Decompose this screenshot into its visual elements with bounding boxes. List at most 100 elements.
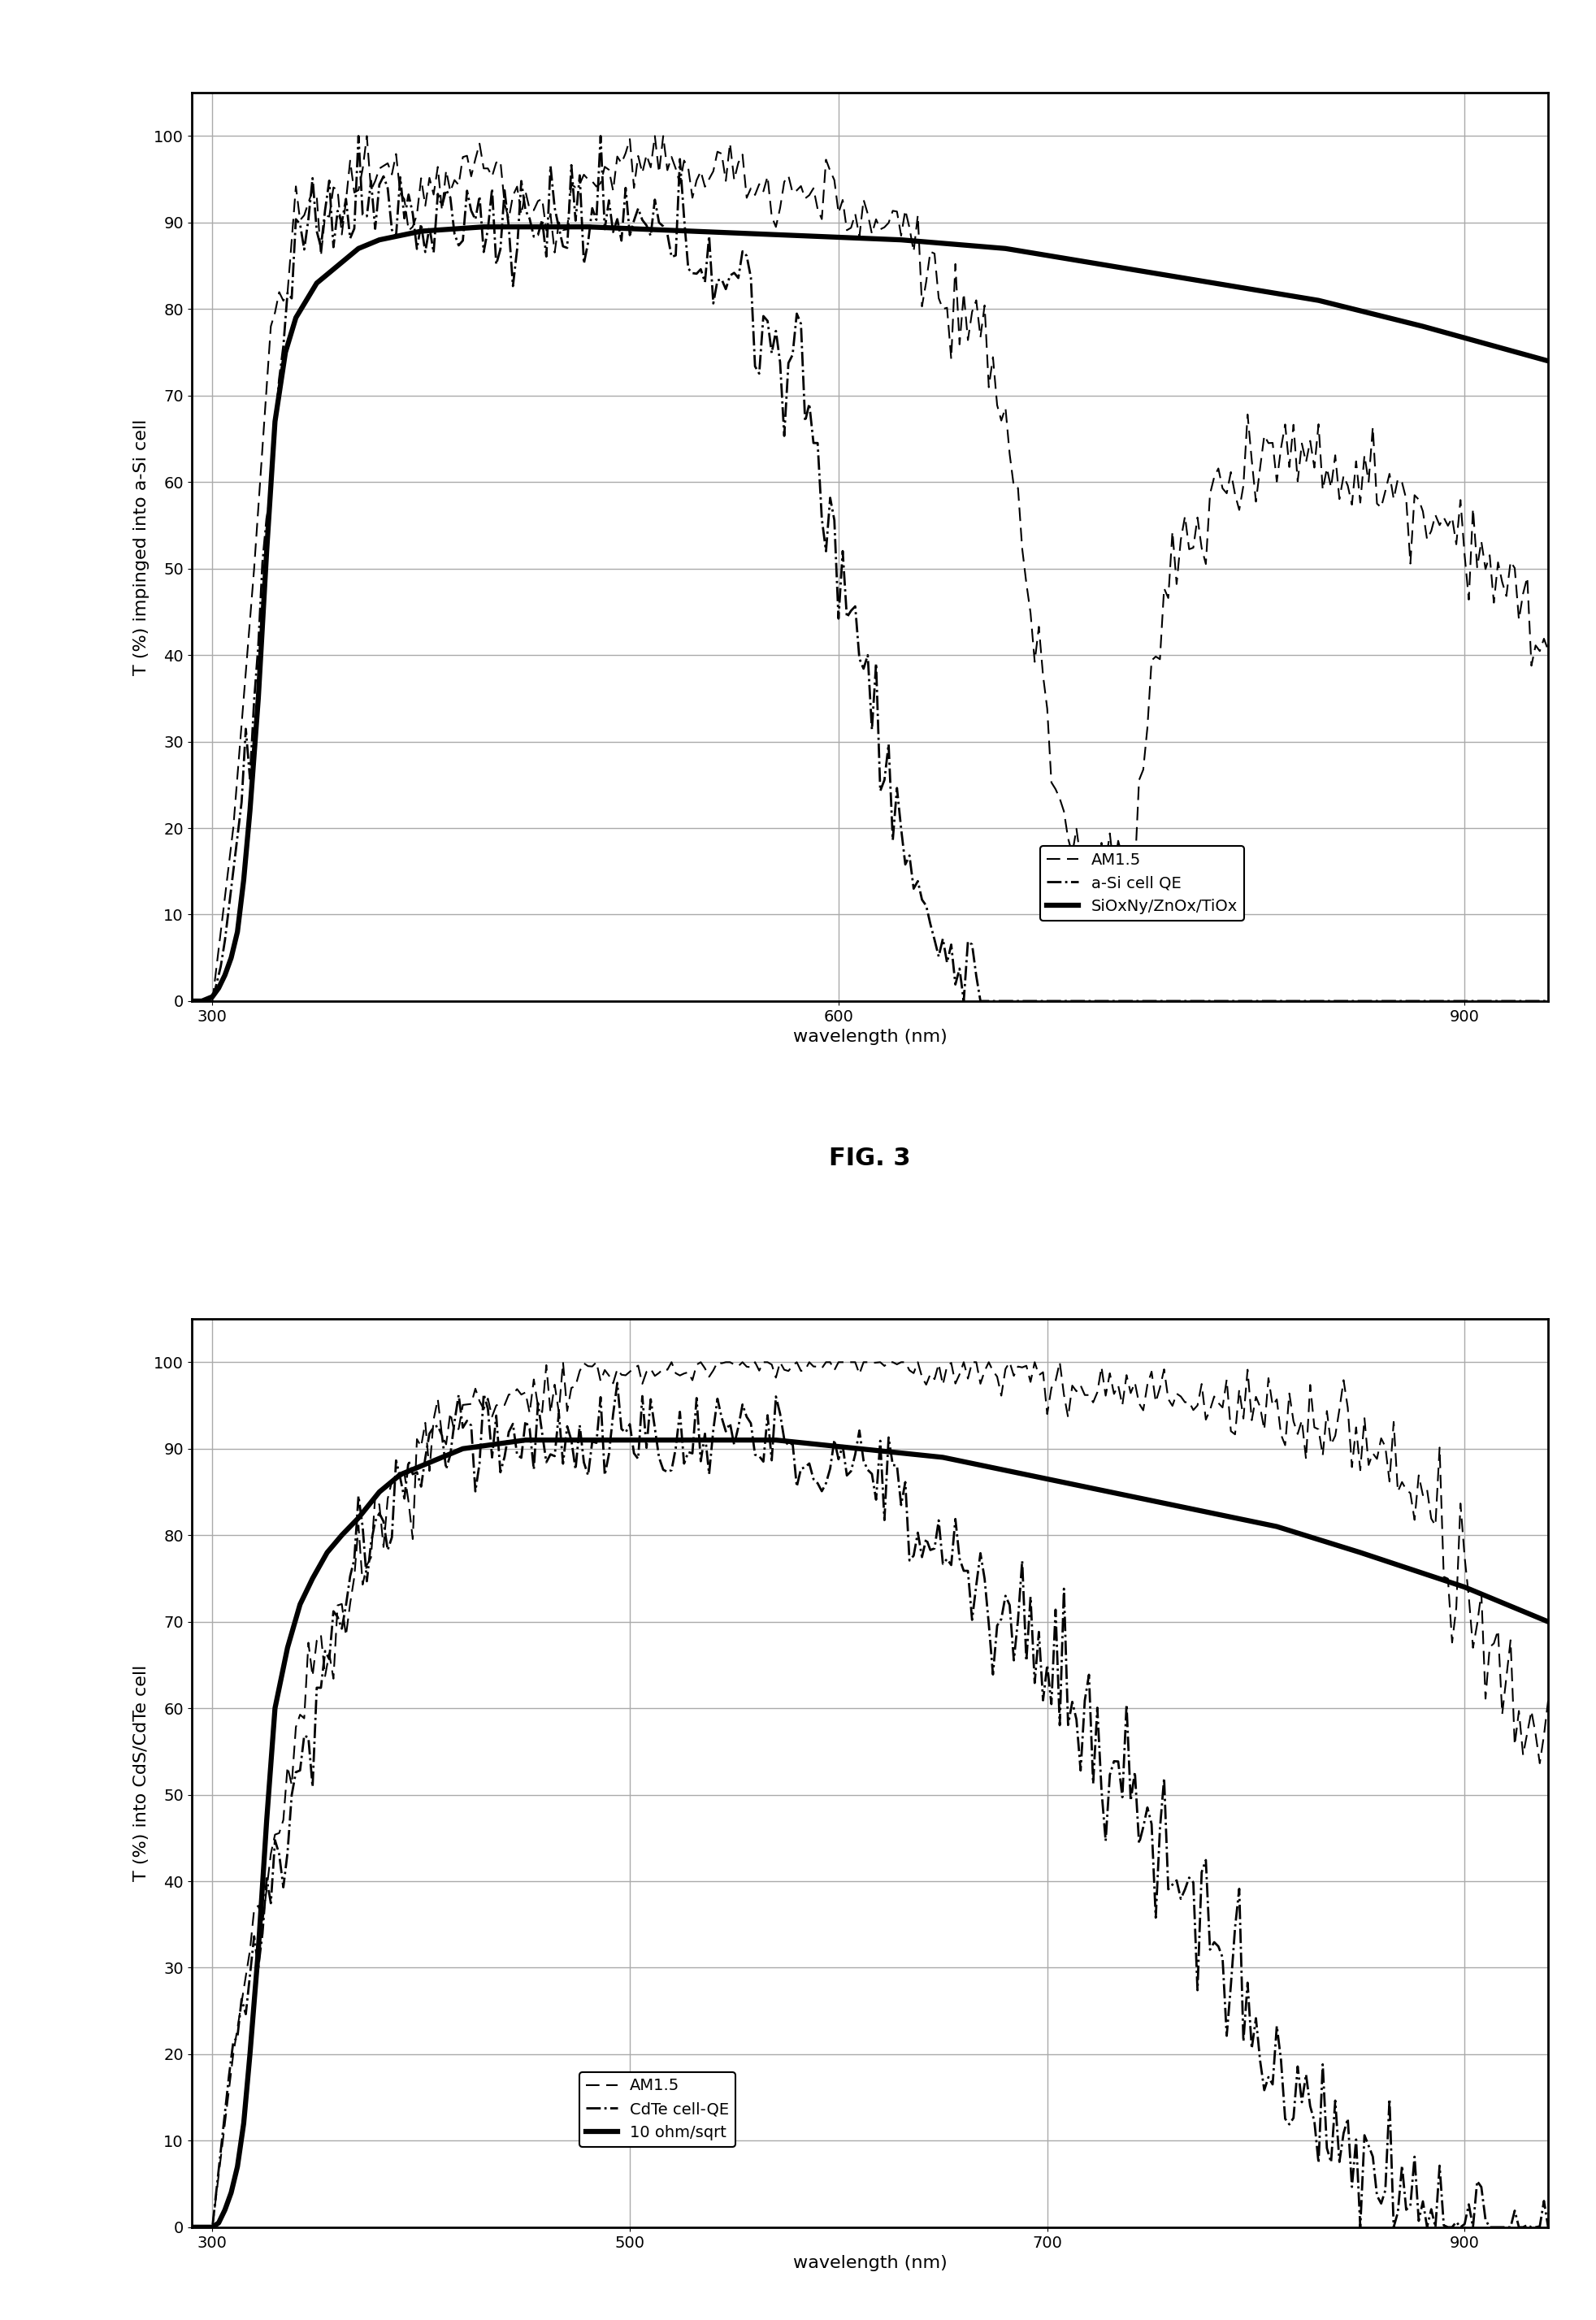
10 ohm/sqrt	[241, 2039, 260, 2067]
AM1.5	[275, 288, 294, 316]
SiOxNy/ZnOx/TiOx	[306, 269, 326, 297]
10 ohm/sqrt	[516, 1427, 535, 1455]
Line: AM1.5: AM1.5	[192, 1362, 1548, 2227]
SiOxNy/ZnOx/TiOx	[892, 225, 911, 253]
X-axis label: wavelength (nm): wavelength (nm)	[793, 1028, 946, 1046]
10 ohm/sqrt	[453, 1434, 472, 1462]
a-Si cell QE	[1539, 986, 1558, 1014]
SiOxNy/ZnOx/TiOx	[683, 218, 702, 246]
AM1.5	[1184, 534, 1203, 561]
SiOxNy/ZnOx/TiOx	[297, 285, 316, 313]
CdTe cell-QE	[849, 1418, 868, 1445]
SiOxNy/ZnOx/TiOx	[350, 234, 369, 262]
Text: FIG. 3: FIG. 3	[828, 1146, 911, 1169]
a-Si cell QE	[849, 645, 868, 673]
AM1.5	[182, 2213, 201, 2241]
SiOxNy/ZnOx/TiOx	[203, 984, 222, 1012]
SiOxNy/ZnOx/TiOx	[215, 960, 235, 988]
SiOxNy/ZnOx/TiOx	[257, 538, 276, 566]
SiOxNy/ZnOx/TiOx	[1309, 285, 1328, 313]
AM1.5	[1055, 1380, 1074, 1408]
AM1.5	[1200, 1397, 1219, 1424]
10 ohm/sqrt	[683, 1427, 702, 1455]
AM1.5	[1055, 798, 1074, 826]
SiOxNy/ZnOx/TiOx	[1414, 313, 1433, 341]
10 ohm/sqrt	[203, 2213, 222, 2241]
AM1.5	[1184, 1397, 1203, 1424]
Line: SiOxNy/ZnOx/TiOx: SiOxNy/ZnOx/TiOx	[192, 227, 1548, 1000]
10 ohm/sqrt	[278, 1633, 297, 1661]
a-Si cell QE	[1055, 986, 1074, 1014]
10 ohm/sqrt	[370, 1478, 389, 1506]
10 ohm/sqrt	[600, 1427, 619, 1455]
Line: AM1.5: AM1.5	[192, 137, 1548, 1000]
SiOxNy/ZnOx/TiOx	[209, 974, 228, 1002]
SiOxNy/ZnOx/TiOx	[474, 213, 493, 241]
10 ohm/sqrt	[303, 1564, 322, 1592]
10 ohm/sqrt	[332, 1522, 351, 1550]
AM1.5	[849, 223, 868, 251]
10 ohm/sqrt	[1350, 1538, 1369, 1566]
CdTe cell-QE	[1539, 2213, 1558, 2241]
10 ohm/sqrt	[235, 2109, 254, 2137]
a-Si cell QE	[1200, 986, 1219, 1014]
AM1.5	[275, 1805, 294, 1833]
SiOxNy/ZnOx/TiOx	[241, 796, 260, 824]
10 ohm/sqrt	[318, 1538, 337, 1566]
10 ohm/sqrt	[222, 2178, 241, 2206]
CdTe cell-QE	[608, 1369, 627, 1397]
AM1.5	[1539, 1687, 1558, 1714]
SiOxNy/ZnOx/TiOx	[222, 944, 241, 972]
10 ohm/sqrt	[215, 2197, 235, 2225]
SiOxNy/ZnOx/TiOx	[249, 684, 268, 712]
Y-axis label: T (%) into CdS/CdTe cell: T (%) into CdS/CdTe cell	[132, 1666, 148, 1882]
X-axis label: wavelength (nm): wavelength (nm)	[793, 2255, 946, 2271]
AM1.5	[407, 1424, 426, 1452]
SiOxNy/ZnOx/TiOx	[318, 260, 337, 288]
Legend: AM1.5, a-Si cell QE, SiOxNy/ZnOx/TiOx: AM1.5, a-Si cell QE, SiOxNy/ZnOx/TiOx	[1041, 847, 1243, 921]
10 ohm/sqrt	[257, 1807, 276, 1835]
AM1.5	[554, 1348, 573, 1376]
10 ohm/sqrt	[265, 1694, 284, 1721]
SiOxNy/ZnOx/TiOx	[1539, 348, 1558, 376]
10 ohm/sqrt	[1184, 1496, 1203, 1524]
CdTe cell-QE	[275, 1872, 294, 1900]
10 ohm/sqrt	[849, 1434, 868, 1462]
10 ohm/sqrt	[249, 1937, 268, 1965]
SiOxNy/ZnOx/TiOx	[412, 218, 431, 246]
SiOxNy/ZnOx/TiOx	[996, 234, 1015, 262]
10 ohm/sqrt	[193, 2213, 212, 2241]
a-Si cell QE	[275, 332, 294, 360]
Y-axis label: T (%) impinged into a-Si cell: T (%) impinged into a-Si cell	[132, 420, 148, 675]
a-Si cell QE	[182, 986, 201, 1014]
SiOxNy/ZnOx/TiOx	[787, 223, 806, 251]
CdTe cell-QE	[407, 1459, 426, 1487]
AM1.5	[1539, 636, 1558, 664]
10 ohm/sqrt	[1539, 1608, 1558, 1636]
CdTe cell-QE	[1184, 1868, 1203, 1895]
SiOxNy/ZnOx/TiOx	[338, 244, 358, 271]
10 ohm/sqrt	[1456, 1573, 1475, 1601]
SiOxNy/ZnOx/TiOx	[1100, 253, 1119, 281]
AM1.5	[182, 986, 201, 1014]
a-Si cell QE	[350, 123, 369, 151]
SiOxNy/ZnOx/TiOx	[1205, 269, 1224, 297]
10 ohm/sqrt	[182, 2213, 201, 2241]
SiOxNy/ZnOx/TiOx	[193, 986, 212, 1014]
Line: 10 ohm/sqrt: 10 ohm/sqrt	[192, 1441, 1548, 2227]
10 ohm/sqrt	[391, 1462, 410, 1489]
CdTe cell-QE	[1200, 1935, 1219, 1963]
10 ohm/sqrt	[1267, 1513, 1286, 1540]
SiOxNy/ZnOx/TiOx	[578, 213, 597, 241]
10 ohm/sqrt	[350, 1503, 369, 1531]
10 ohm/sqrt	[1017, 1462, 1036, 1489]
SiOxNy/ZnOx/TiOx	[235, 865, 254, 893]
a-Si cell QE	[412, 211, 431, 239]
AM1.5	[849, 1360, 868, 1387]
Line: a-Si cell QE: a-Si cell QE	[192, 137, 1548, 1000]
SiOxNy/ZnOx/TiOx	[329, 253, 348, 281]
SiOxNy/ZnOx/TiOx	[286, 304, 305, 332]
a-Si cell QE	[1184, 986, 1203, 1014]
10 ohm/sqrt	[228, 2153, 247, 2181]
AM1.5	[412, 165, 431, 193]
